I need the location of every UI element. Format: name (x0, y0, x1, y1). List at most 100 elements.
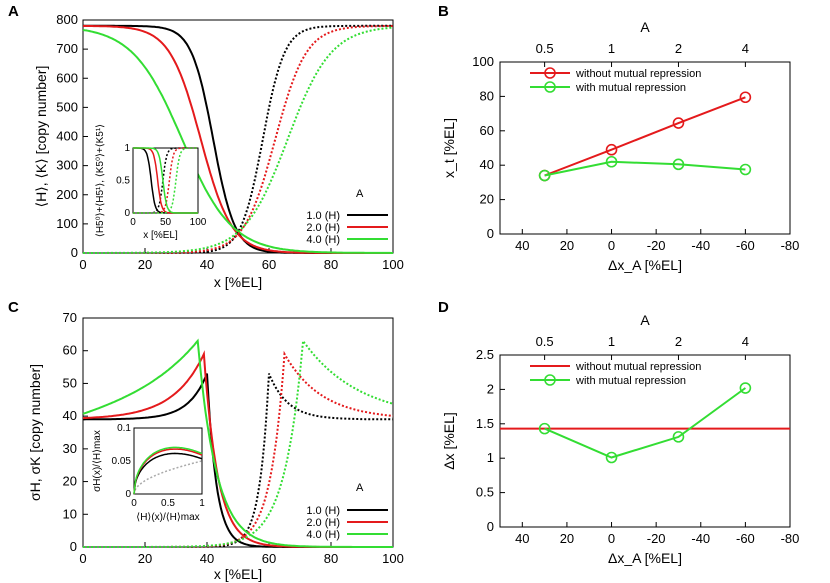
y-tick-label-a: 0 (71, 245, 78, 260)
y-tick-label-a: 600 (56, 70, 78, 85)
top-tick-label-b: 2 (675, 41, 682, 56)
x-tick-label-d: -60 (736, 531, 755, 546)
top-axis-label-d: A (640, 312, 650, 328)
x-tick-label-c: 0 (79, 551, 86, 566)
x-axis-label-b: Δx_A [%EL] (608, 257, 682, 273)
x-tick-label-b: -60 (736, 238, 755, 253)
inset-frame-a (132, 147, 199, 214)
y-tick-label-c: 30 (63, 441, 77, 456)
y-axis-label-b: x_t [%EL] (441, 118, 457, 178)
data-point-b (739, 163, 752, 176)
y-tick-label-c: 40 (63, 408, 77, 423)
y-tick-label-b: 80 (480, 88, 494, 103)
x-tick-label-c: 100 (382, 551, 404, 566)
inset-line-c (133, 446, 203, 495)
x-tick-label-c: 20 (138, 551, 152, 566)
legend-label-b: with mutual repression (575, 82, 686, 94)
axes-frame-c (82, 317, 394, 548)
x-tick-label-a: 80 (324, 257, 338, 272)
x-tick-label-a: 60 (262, 257, 276, 272)
y-tick-label-c: 60 (63, 343, 77, 358)
axes-frame-b (499, 61, 791, 235)
inset-y-label-a: ⟨H5⁰⟩+⟨H5¹⟩, ⟨K5⁰⟩+⟨K5¹⟩ (95, 124, 106, 237)
x-tick-label-d: 20 (560, 531, 574, 546)
x-tick-label-d: 0 (608, 531, 615, 546)
y-tick-label-c: 10 (63, 506, 77, 521)
series-k-line-a (83, 24, 393, 254)
legend-label-a: 1.0 (H) (306, 210, 340, 222)
inset-y-tick-label-a: 1 (124, 143, 130, 154)
y-tick-label-a: 800 (56, 12, 78, 27)
series-k-line-c (83, 350, 394, 548)
series-line-d (544, 387, 746, 459)
y-axis-label-d: Δx [%EL] (441, 412, 457, 470)
top-axis-label-b: A (640, 19, 650, 35)
legend-label-b: without mutual repression (575, 68, 701, 80)
y-tick-label-b: 100 (472, 54, 494, 69)
legend-label-d: without mutual repression (575, 361, 701, 373)
legend-label-a: 2.0 (H) (306, 222, 340, 234)
inset-x-tick-label-c: 0 (131, 498, 137, 509)
x-tick-label-b: 20 (560, 238, 574, 253)
x-tick-label-c: 40 (200, 551, 214, 566)
inset-x-tick-label-a: 50 (160, 217, 172, 228)
legend-label-c: 2.0 (H) (306, 517, 340, 529)
y-tick-label-d: 2.5 (476, 347, 494, 362)
y-tick-label-a: 300 (56, 158, 78, 173)
y-tick-label-a: 400 (56, 129, 78, 144)
top-tick-label-b: 4 (742, 41, 749, 56)
legend-title-c: A (356, 482, 364, 494)
series-line-b (544, 160, 746, 177)
inset-line-c (133, 452, 203, 495)
y-axis-label-c: σH, σK [copy number] (27, 364, 43, 501)
y-axis-label-a: ⟨H⟩, ⟨K⟩ [copy number] (33, 66, 49, 208)
x-axis-label-a: x [%EL] (214, 274, 262, 290)
inset-x-tick-label-a: 0 (130, 217, 136, 228)
y-tick-label-c: 0 (70, 539, 77, 554)
inset-line-a (133, 147, 198, 214)
x-tick-label-d: -80 (781, 531, 800, 546)
inset-y-tick-label-a: 0 (124, 208, 130, 219)
y-tick-label-b: 20 (480, 192, 494, 207)
series-k-line-c (83, 338, 394, 548)
series-k-line-a (83, 26, 394, 254)
inset-x-label-a: x [%EL] (143, 230, 178, 241)
top-tick-label-b: 0.5 (536, 41, 554, 56)
x-tick-label-a: 100 (382, 257, 404, 272)
top-tick-label-d: 1 (608, 334, 615, 349)
y-tick-label-b: 60 (480, 123, 494, 138)
data-point-d (538, 422, 551, 435)
y-tick-label-d: 1 (487, 450, 494, 465)
inset-y-tick-label-c: 0.05 (112, 456, 132, 467)
panel-d: D 40 20 0 -20 -40 -60 -80 0 0.5 1 1.5 2 2.5 0.5 1 2 4 A Δx_… (438, 299, 799, 566)
y-tick-label-c: 70 (63, 310, 77, 325)
panel-a: A0 20 40 60 80 1000100200300400500600700800x … (8, 3, 404, 290)
top-tick-label-b: 1 (608, 41, 615, 56)
top-tick-label-d: 0.5 (536, 334, 554, 349)
x-tick-label-b: 0 (608, 238, 615, 253)
data-point-b (538, 169, 551, 182)
axes-frame-d (499, 354, 791, 528)
x-tick-label-b: -80 (781, 238, 800, 253)
y-tick-label-b: 0 (487, 226, 494, 241)
inset-x-tick-label-c: 0.5 (161, 498, 175, 509)
panel-label-d: D (438, 299, 449, 316)
y-tick-label-d: 0 (487, 519, 494, 534)
panel-b: B 40 20 0 -20 -40 -60 -80 0 20 40 60 80 100 0.5 1 2 4 A Δx_… (438, 3, 799, 273)
x-tick-label-a: 20 (138, 257, 152, 272)
data-point-d (605, 451, 618, 464)
series-k-line-c (83, 373, 393, 548)
x-tick-label-b: -40 (691, 238, 710, 253)
inset-x-tick-label-a: 100 (190, 217, 207, 228)
data-point-b (605, 143, 618, 156)
inset-y-tick-label-c: 0 (125, 489, 131, 500)
inset-x-label-c: ⟨H⟩(x)/⟨H⟩max (136, 512, 199, 523)
series-h-line-a (82, 28, 393, 254)
x-tick-label-a: 0 (79, 257, 86, 272)
inset-y-tick-label-c: 0.1 (117, 423, 131, 434)
x-tick-label-b: 40 (515, 238, 529, 253)
data-point-b (672, 158, 685, 171)
x-tick-label-c: 80 (324, 551, 338, 566)
y-tick-label-d: 2 (487, 381, 494, 396)
